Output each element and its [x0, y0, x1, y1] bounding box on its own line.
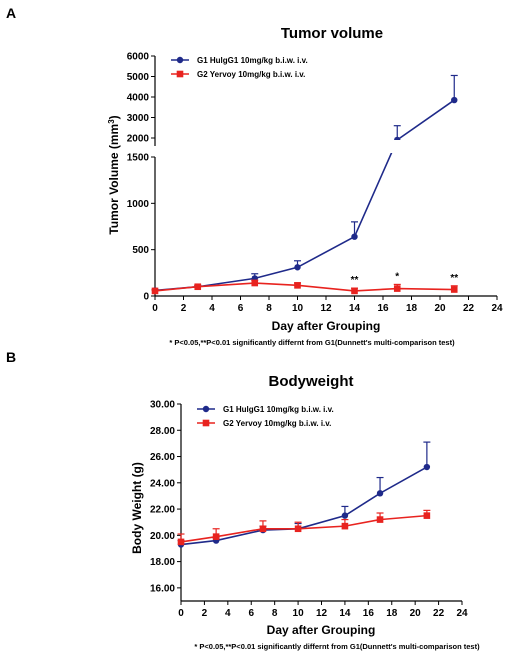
tumor-footnote: * P<0.05,**P<0.01 significantly differnt…: [169, 338, 455, 347]
tumor-series-2-point: [450, 286, 458, 293]
bodyweight-x-tick-label: 24: [456, 608, 468, 619]
tumor-significance-marker: *: [395, 271, 399, 282]
bodyweight-series-2-point: [423, 512, 431, 519]
bodyweight-x-tick-label: 4: [225, 608, 231, 619]
bodyweight-y-tick-label: 18.00: [150, 557, 175, 568]
bodyweight-legend-marker-2: [202, 419, 210, 427]
tumor-y-tick-label: 0: [143, 292, 149, 303]
tumor-series-2-point: [393, 285, 401, 292]
tumor-x-tick-label: 24: [491, 303, 503, 314]
bodyweight-series-2-point: [294, 525, 302, 533]
panel-label-b: B: [6, 349, 16, 365]
bodyweight-series: [177, 441, 431, 548]
tumor-y-tick-label: 6000: [127, 52, 150, 63]
bodyweight-x-tick-label: 16: [363, 608, 375, 619]
tumor-x-tick-label: 10: [292, 303, 304, 314]
bodyweight-x-tick-label: 10: [293, 608, 305, 619]
tumor-x-tick-label: 6: [238, 303, 244, 314]
tumor-x-tick-label: 22: [463, 303, 475, 314]
tumor-x-tick-label: 14: [349, 303, 361, 314]
tumor-chart-title: Tumor volume: [281, 25, 383, 42]
bodyweight-chart: Bodyweight Body Weight (g) Day after Gro…: [130, 373, 480, 651]
bodyweight-x-tick-label: 18: [386, 608, 398, 619]
tumor-legend-label-1: G1 HulgG1 10mg/kg b.i.w. i.v.: [197, 56, 308, 65]
bodyweight-x-tick-label: 8: [272, 608, 278, 619]
tumor-series-1-point: [451, 96, 458, 104]
bodyweight-chart-title: Bodyweight: [269, 373, 354, 390]
bodyweight-legend-label-2: G2 Yervoy 10mg/kg b.i.w. i.v.: [223, 419, 331, 428]
tumor-series-2-point: [351, 287, 358, 295]
tumor-x-tick-label: 2: [181, 303, 187, 314]
tumor-series-2-point: [294, 282, 301, 289]
bodyweight-y-tick-label: 20.00: [150, 531, 175, 542]
bodyweight-x-axis-label: Day after Grouping: [267, 623, 376, 637]
tumor-x-axis-label: Day after Grouping: [272, 319, 381, 333]
tumor-series-1-point: [294, 264, 301, 271]
bodyweight-series-1-line: [180, 466, 428, 546]
tumor-x-tick-label: 18: [406, 303, 418, 314]
tumor-legend: G1 HulgG1 10mg/kg b.i.w. i.v. G2 Yervoy 1…: [171, 56, 308, 79]
bodyweight-y-tick-label: 16.00: [150, 583, 175, 594]
tumor-series-1-point: [351, 233, 358, 240]
tumor-series-1-line: [154, 99, 455, 292]
bodyweight-series-2-point: [212, 533, 220, 540]
tumor-series-2-point: [151, 287, 159, 295]
bodyweight-axes: 16.00 18.00 20.00 22.00 24.00 26.00 28.00 30.00…: [150, 400, 468, 620]
tumor-x-tick-label: 8: [266, 303, 272, 314]
bodyweight-series-2-point: [259, 525, 267, 533]
bodyweight-footnote: * P<0.05,**P<0.01 significantly differnt…: [194, 642, 480, 651]
bodyweight-x-tick-label: 2: [202, 608, 208, 619]
bodyweight-x-tick-label: 14: [339, 608, 351, 619]
tumor-x-tick-label: 16: [377, 303, 389, 314]
bodyweight-legend-marker-1: [202, 405, 210, 413]
bodyweight-x-tick-label: 12: [316, 608, 328, 619]
tumor-legend-label-2: G2 Yervoy 10mg/kg b.i.w. i.v.: [197, 70, 305, 79]
bodyweight-series-2-point: [376, 516, 384, 523]
tumor-y-tick-label: 3000: [127, 113, 150, 124]
tumor-x-tick-label: 4: [209, 303, 215, 314]
tumor-y-tick-label: 1000: [127, 199, 150, 210]
bodyweight-series-1-point: [423, 463, 431, 471]
tumor-y-tick-label: 500: [132, 245, 149, 256]
tumor-legend-marker-1: [176, 56, 184, 64]
tumor-y-tick-label: 2000: [127, 134, 150, 145]
bodyweight-y-tick-label: 24.00: [150, 478, 175, 489]
bodyweight-y-tick-label: 30.00: [150, 400, 175, 411]
bodyweight-series-1-point: [341, 512, 349, 519]
bodyweight-y-axis-label: Body Weight (g): [130, 462, 144, 554]
bodyweight-y-tick-label: 28.00: [150, 426, 175, 437]
tumor-y-tick-label: 4000: [127, 93, 150, 104]
tumor-x-tick-label: 20: [434, 303, 446, 314]
tumor-y-tick-label: 1500: [127, 153, 150, 164]
tumor-y-axis-label: Tumor Volume (mm3): [107, 115, 121, 234]
bodyweight-x-tick-label: 0: [178, 608, 184, 619]
tumor-axis-break-gap: [156, 140, 498, 153]
bodyweight-x-tick-label: 22: [433, 608, 445, 619]
tumor-series: ** * **: [151, 74, 498, 295]
bodyweight-series-2-point: [341, 522, 349, 530]
bodyweight-x-tick-label: 6: [248, 608, 254, 619]
tumor-series-2-point: [251, 279, 259, 287]
tumor-volume-chart: Tumor volume Tumor Volume (mm3) Day afte…: [107, 25, 503, 347]
tumor-significance-marker: **: [351, 275, 359, 286]
tumor-significance-marker: **: [450, 273, 458, 284]
bodyweight-legend-label-1: G1 HulgG1 10mg/kg b.i.w. i.v.: [223, 405, 334, 414]
bodyweight-legend: G1 HulgG1 10mg/kg b.i.w. i.v. G2 Yervoy 1…: [197, 405, 334, 428]
bodyweight-series-2-point: [177, 538, 185, 546]
tumor-x-tick-label: 12: [320, 303, 332, 314]
panel-label-a: A: [6, 5, 16, 21]
tumor-series-2-point: [194, 283, 202, 291]
tumor-y-tick-label: 5000: [127, 72, 150, 83]
bodyweight-x-tick-label: 20: [410, 608, 422, 619]
bodyweight-series-1-point: [376, 490, 384, 497]
tumor-legend-marker-2: [176, 70, 184, 78]
bodyweight-y-tick-label: 22.00: [150, 505, 175, 516]
bodyweight-y-tick-label: 26.00: [150, 452, 175, 463]
tumor-x-tick-label: 0: [152, 303, 158, 314]
